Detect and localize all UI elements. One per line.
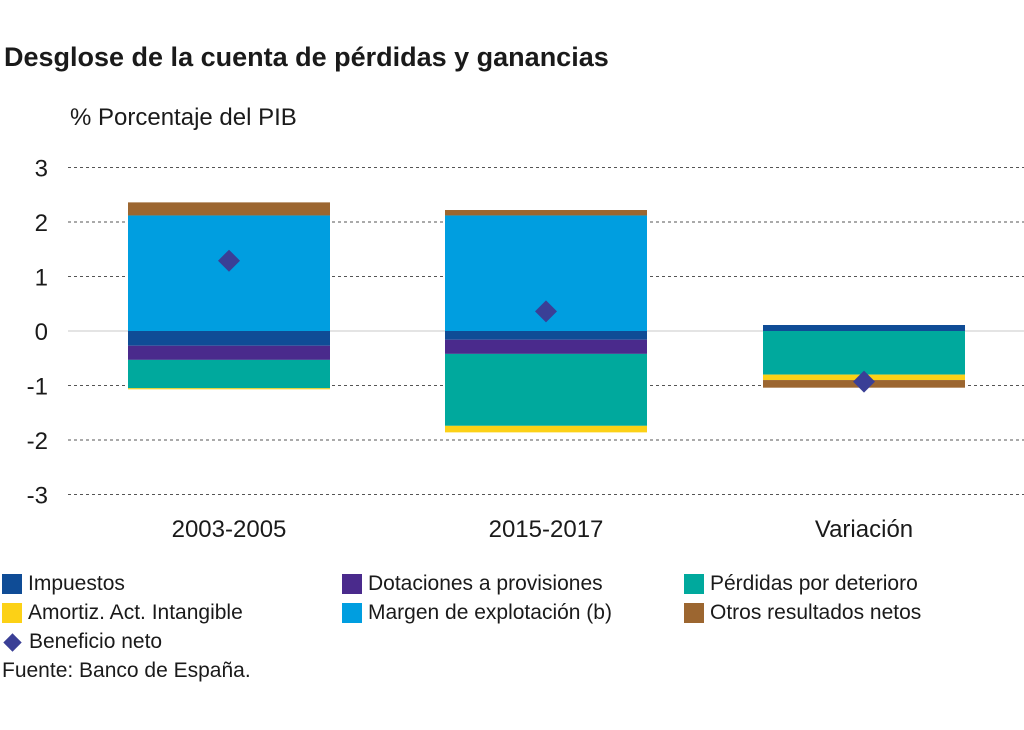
legend-label-otros: Otros resultados netos [710, 601, 922, 624]
legend-swatch-margen [342, 603, 362, 623]
legend-label-amortiz: Amortiz. Act. Intangible [28, 601, 243, 624]
net-profit-marker [535, 300, 557, 323]
chart-title: Desglose de la cuenta de pérdidas y gana… [4, 42, 609, 72]
legend-item-dotaciones: Dotaciones a provisiones [342, 572, 603, 596]
bar-segment-dotaciones [445, 339, 647, 354]
legend-item-margen: Margen de explotación (b) [342, 601, 612, 625]
bar-segment-impuestos [763, 325, 965, 331]
source-note: Fuente: Banco de España. [2, 659, 251, 682]
legend-label-dotaciones: Dotaciones a provisiones [368, 572, 603, 595]
bar-segment-margen [128, 215, 330, 331]
legend-item-otros: Otros resultados netos [684, 601, 921, 625]
y-tick-label: 2 [35, 210, 48, 237]
bar-segment-perdidas [128, 359, 330, 389]
net-profit-marker [218, 249, 240, 272]
y-tick-label: 3 [35, 156, 48, 183]
legend-item-perdidas: Pérdidas por deterioro [684, 572, 918, 596]
bar-segment-dotaciones [128, 345, 330, 360]
y-tick-label: -3 [27, 483, 48, 510]
legend-swatch-otros [684, 603, 704, 623]
x-tick-label: 2003-2005 [172, 516, 287, 543]
net-profit-marker [853, 370, 875, 393]
bar-segment-impuestos [445, 331, 647, 340]
bar-segment-amortiz [445, 425, 647, 433]
legend-swatch-dotaciones [342, 574, 362, 594]
legend-item-beneficio: Beneficio neto [2, 630, 162, 654]
x-tick-label: Variación [815, 516, 913, 543]
legend-label-perdidas: Pérdidas por deterioro [710, 572, 918, 595]
y-tick-label: -1 [27, 374, 48, 401]
y-tick-label: 1 [35, 265, 48, 292]
chart-plot-area: 3 2 1 0 -1 -2 -3 2003-2005 2015-2017 Variación [27, 156, 1024, 543]
legend-item-impuestos: Impuestos [2, 572, 125, 596]
legend-swatch-perdidas [684, 574, 704, 594]
legend-swatch-impuestos [2, 574, 22, 594]
bar-segment-otros [128, 202, 330, 216]
y-tick-label: -2 [27, 428, 48, 455]
y-axis-unit-label: % Porcentaje del PIB [70, 104, 297, 131]
bar-segment-perdidas [763, 331, 965, 375]
y-tick-label: 0 [35, 319, 48, 346]
bar-segment-impuestos [128, 331, 330, 346]
bar-segment-amortiz [128, 388, 330, 390]
legend-swatch-amortiz [2, 603, 22, 623]
x-tick-label: 2015-2017 [489, 516, 604, 543]
legend-label-margen: Margen de explotación (b) [368, 601, 612, 624]
bar-segment-perdidas [445, 353, 647, 426]
legend-diamond-icon [3, 632, 22, 652]
chart-legend: Impuestos Dotaciones a provisiones Pérdi… [0, 572, 1024, 653]
legend-label-impuestos: Impuestos [28, 572, 125, 595]
legend-item-amortiz: Amortiz. Act. Intangible [2, 601, 243, 625]
legend-label-beneficio: Beneficio neto [29, 630, 163, 653]
bar-segment-otros [445, 210, 647, 216]
